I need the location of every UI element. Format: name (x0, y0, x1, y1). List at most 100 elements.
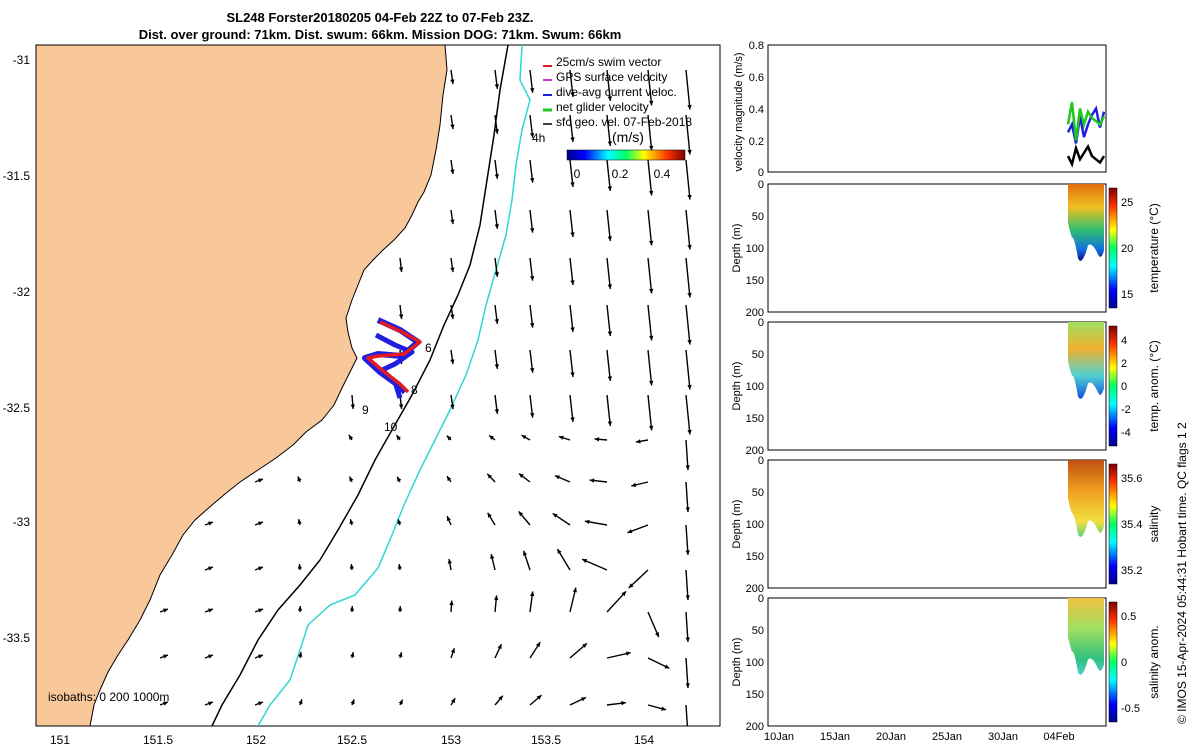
velocity-vector-head (450, 698, 456, 704)
colorbar-label: salinity (1147, 506, 1161, 543)
profile-axes (767, 459, 1107, 589)
y-tick-label: -31 (13, 53, 31, 67)
colorbar (1108, 187, 1118, 309)
colorbar-tick: -4 (1121, 427, 1131, 439)
velocity-vector-head (208, 654, 213, 659)
velocity-axes (767, 44, 1107, 173)
chart-title-line-1: SL248 Forster20180205 04-Feb 22Z to 07-F… (226, 10, 534, 25)
colorbar-tick: -0.5 (1121, 703, 1140, 715)
velocity-vector-head (529, 132, 535, 138)
colorbar (1108, 325, 1118, 447)
velocity-vector-head (536, 695, 542, 700)
colorbar-unit: (m/s) (612, 129, 644, 145)
velocity-vector-head (521, 435, 527, 440)
velocity-vector-head (349, 564, 354, 569)
velocity-vector (685, 611, 689, 643)
y-axis-label: velocity magnitude (m/s) (733, 52, 745, 171)
velocity-vector (606, 257, 612, 290)
legend-label: dive-avg current veloc. (556, 85, 677, 99)
profile-panel: 0 50 100 150 200 Depth (m) 0.5 0 -0.5 salinity an… (731, 593, 1161, 733)
velocity-vector (606, 69, 612, 102)
velocity-vector-head (607, 376, 612, 382)
velocity-vector-head (449, 600, 454, 606)
profile-panel: 0 50 100 150 200 Depth (m) 35.6 35.4 35.2 salinit… (731, 455, 1161, 595)
velocity-vector (685, 439, 689, 471)
velocity-vector-head (554, 475, 560, 480)
y-tick-label: 0.8 (749, 40, 764, 52)
legend-label: GPS surface velocity (556, 70, 667, 84)
y-tick-label: 150 (746, 413, 764, 425)
velocity-vector-head (494, 409, 499, 414)
y-tick-label: 100 (746, 381, 764, 393)
velocity-vector-head (584, 519, 590, 525)
x-tick-label: 152 (246, 733, 266, 747)
velocity-vector (647, 159, 653, 196)
velocity-vector-head (649, 145, 654, 151)
velocity-vector-head (570, 92, 575, 97)
velocity-vector-head (494, 84, 499, 89)
velocity-vector-head (297, 606, 303, 611)
velocity-vector-head (498, 695, 503, 701)
velocity-vector-head (570, 327, 575, 332)
profile-data (1068, 598, 1104, 675)
x-tick-label: 15Jan (820, 731, 850, 743)
velocity-vector-head (258, 654, 263, 659)
velocity-vector-head (450, 169, 455, 175)
x-tick-label: 151 (50, 733, 70, 747)
velocity-vector-head (497, 644, 502, 650)
velocity-vector-head (570, 137, 575, 142)
velocity-vector-head (398, 404, 404, 409)
y-tick-label: 200 (746, 307, 764, 319)
y-tick-label: 150 (746, 275, 764, 287)
velocity-vector-head (687, 244, 692, 250)
velocity-vector-head (607, 96, 612, 102)
velocity-vector-head (582, 643, 587, 648)
velocity-vector-head (570, 372, 575, 377)
velocity-vector-head (621, 701, 626, 706)
colorbar-tick: 20 (1121, 243, 1133, 255)
y-tick-label: 0.2 (749, 136, 764, 148)
y-tick-label: 100 (746, 657, 764, 669)
velocity-vector (685, 704, 689, 726)
velocity-vector-head (398, 699, 403, 705)
velocity-vector-head (350, 699, 355, 705)
y-tick-label: -32.5 (3, 401, 31, 415)
velocity-panel: 0 0.2 0.4 0.6 0.8 velocity magnitude (m/… (733, 40, 1107, 179)
colorbar-label: temperature (°C) (1147, 203, 1161, 293)
velocity-vector-head (635, 439, 641, 444)
velocity-vector-head (664, 664, 670, 669)
velocity-vector-head (529, 591, 535, 597)
velocity-vector-head (570, 182, 575, 187)
velocity-vector-head (494, 272, 499, 277)
velocity-vector-head (529, 227, 535, 233)
velocity-vector-head (298, 652, 303, 657)
profile-axes (767, 183, 1107, 313)
velocity-vector-head (450, 219, 455, 225)
isobath-1000m (211, 45, 509, 726)
velocity-vector-head (558, 435, 564, 440)
velocity-vector-head (349, 606, 355, 611)
colorbar-tick: 35.4 (1121, 519, 1142, 531)
velocity-vector-head (621, 591, 627, 597)
velocity-vector-head (685, 550, 690, 555)
velocity-vector-head (348, 434, 354, 440)
velocity-vector-head (570, 232, 575, 237)
profile-axes (767, 597, 1107, 727)
colorbar-tick: 0 (1121, 381, 1127, 393)
velocity-vector-head (208, 608, 213, 613)
y-tick-label: 100 (746, 243, 764, 255)
colorbar-tick: 2 (1121, 358, 1127, 370)
velocity-vector-head (450, 79, 455, 85)
profile-data (1068, 460, 1104, 537)
velocity-vector-head (607, 236, 612, 242)
colorbar-tick: 0.2 (612, 167, 629, 181)
y-axis-label: Depth (m) (731, 362, 743, 411)
velocity-vector-head (494, 364, 499, 369)
velocity-vector (569, 114, 574, 143)
velocity-vector-head (398, 652, 403, 658)
velocity-vector (647, 257, 653, 294)
glider-track (362, 317, 422, 399)
track-label: 6 (425, 341, 432, 355)
velocity-vector (606, 394, 612, 427)
y-tick-label: 0 (758, 317, 764, 329)
